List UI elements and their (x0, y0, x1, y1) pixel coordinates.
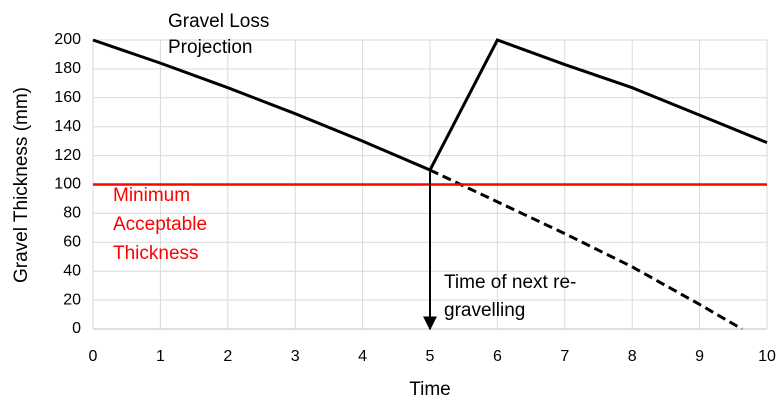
x-tick-label: 6 (493, 348, 502, 365)
annotation: Minimum (113, 185, 190, 206)
x-axis-label: Time (409, 379, 451, 400)
y-tick-label: 180 (54, 60, 81, 77)
x-tick-label: 5 (426, 348, 435, 365)
annotation: Acceptable (113, 214, 207, 235)
x-tick-label: 4 (358, 348, 367, 365)
x-tick-label: 10 (758, 348, 776, 365)
y-tick-label: 40 (63, 262, 81, 279)
x-tick-label: 9 (695, 348, 704, 365)
x-tick-label: 8 (628, 348, 637, 365)
x-tick-label: 7 (560, 348, 569, 365)
y-tick-label: 160 (54, 89, 81, 106)
y-tick-label: 200 (54, 31, 81, 48)
x-tick-label: 3 (291, 348, 300, 365)
x-tick-label: 0 (89, 348, 98, 365)
y-tick-label: 100 (54, 176, 81, 193)
y-tick-label: 80 (63, 205, 81, 222)
x-tick-label: 1 (156, 348, 165, 365)
annotation: gravelling (444, 300, 525, 321)
annotation: Gravel Loss (168, 11, 269, 32)
annotation: Time of next re- (444, 272, 576, 293)
annotation: Thickness (113, 243, 199, 264)
y-tick-label: 140 (54, 118, 81, 135)
y-tick-label: 0 (72, 320, 81, 337)
y-axis-label: Gravel Thickness (mm) (11, 87, 32, 283)
annotation: Projection (168, 37, 253, 58)
y-tick-label: 60 (63, 234, 81, 251)
line (429, 168, 743, 331)
x-tick-label: 2 (223, 348, 232, 365)
y-tick-label: 20 (63, 291, 81, 308)
y-tick-label: 120 (54, 147, 81, 164)
